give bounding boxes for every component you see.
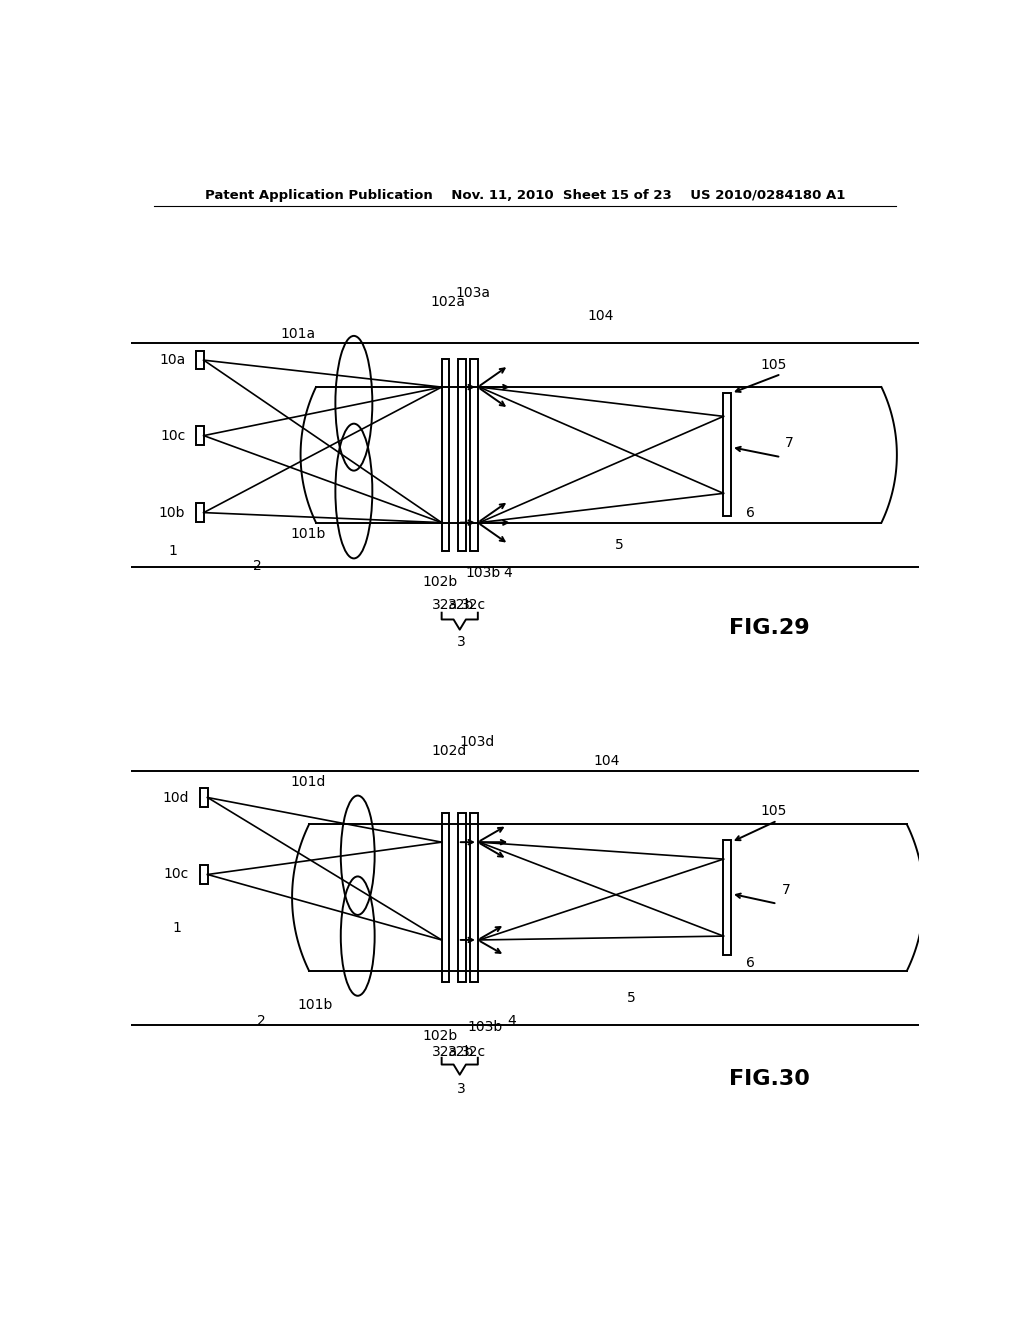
Text: 5: 5 bbox=[627, 991, 636, 1005]
Text: 101b: 101b bbox=[290, 527, 326, 541]
Text: 101b: 101b bbox=[298, 998, 333, 1012]
Text: 1: 1 bbox=[172, 921, 181, 936]
Text: 32c: 32c bbox=[461, 1044, 485, 1059]
Text: 32a: 32a bbox=[432, 1044, 458, 1059]
Text: 32a: 32a bbox=[432, 598, 458, 612]
Text: 7: 7 bbox=[782, 883, 791, 896]
Text: 5: 5 bbox=[615, 539, 624, 552]
Text: 103d: 103d bbox=[460, 735, 495, 748]
Text: 10c: 10c bbox=[160, 429, 185, 442]
Text: 103b: 103b bbox=[467, 1020, 503, 1034]
Bar bbox=[470, 359, 478, 552]
Bar bbox=[724, 393, 731, 516]
Text: 32b: 32b bbox=[447, 598, 474, 612]
Text: 103b: 103b bbox=[466, 566, 501, 579]
Bar bbox=[458, 359, 466, 552]
Text: 102d: 102d bbox=[432, 744, 467, 758]
Text: 3: 3 bbox=[458, 635, 466, 649]
Text: 4: 4 bbox=[507, 1014, 516, 1028]
Text: 102a: 102a bbox=[430, 294, 465, 309]
Text: Patent Application Publication    Nov. 11, 2010  Sheet 15 of 23    US 2010/02841: Patent Application Publication Nov. 11, … bbox=[205, 189, 845, 202]
Text: FIG.29: FIG.29 bbox=[729, 618, 810, 638]
Text: 101a: 101a bbox=[281, 327, 316, 341]
Text: 10c: 10c bbox=[164, 867, 189, 882]
Bar bbox=[441, 359, 450, 552]
Text: 102b: 102b bbox=[423, 576, 458, 589]
Text: 2: 2 bbox=[253, 560, 262, 573]
Text: 101d: 101d bbox=[290, 775, 326, 789]
Text: 105: 105 bbox=[761, 358, 786, 372]
Text: 104: 104 bbox=[587, 309, 613, 323]
Bar bbox=[196, 426, 204, 445]
Text: 104: 104 bbox=[593, 754, 620, 767]
Text: 6: 6 bbox=[745, 956, 755, 970]
Text: 102b: 102b bbox=[423, 1030, 458, 1043]
Text: 4: 4 bbox=[504, 566, 512, 579]
Text: 10d: 10d bbox=[163, 791, 189, 804]
Bar bbox=[196, 351, 204, 370]
Text: 10b: 10b bbox=[159, 506, 185, 520]
Bar bbox=[196, 503, 204, 521]
Text: 32c: 32c bbox=[461, 598, 485, 612]
Text: 7: 7 bbox=[784, 437, 794, 450]
Text: 2: 2 bbox=[257, 1014, 266, 1028]
Text: 10a: 10a bbox=[159, 354, 185, 367]
Bar bbox=[724, 840, 731, 956]
Bar bbox=[470, 813, 478, 982]
Bar bbox=[458, 813, 466, 982]
Text: 103a: 103a bbox=[455, 286, 489, 300]
Text: 3: 3 bbox=[458, 1081, 466, 1096]
Text: 1: 1 bbox=[169, 544, 177, 558]
Text: 6: 6 bbox=[745, 506, 755, 520]
Bar bbox=[200, 788, 208, 807]
Text: 105: 105 bbox=[761, 804, 786, 818]
Bar bbox=[441, 813, 450, 982]
Text: FIG.30: FIG.30 bbox=[729, 1069, 810, 1089]
Text: 32b: 32b bbox=[447, 1044, 474, 1059]
Bar bbox=[200, 866, 208, 884]
